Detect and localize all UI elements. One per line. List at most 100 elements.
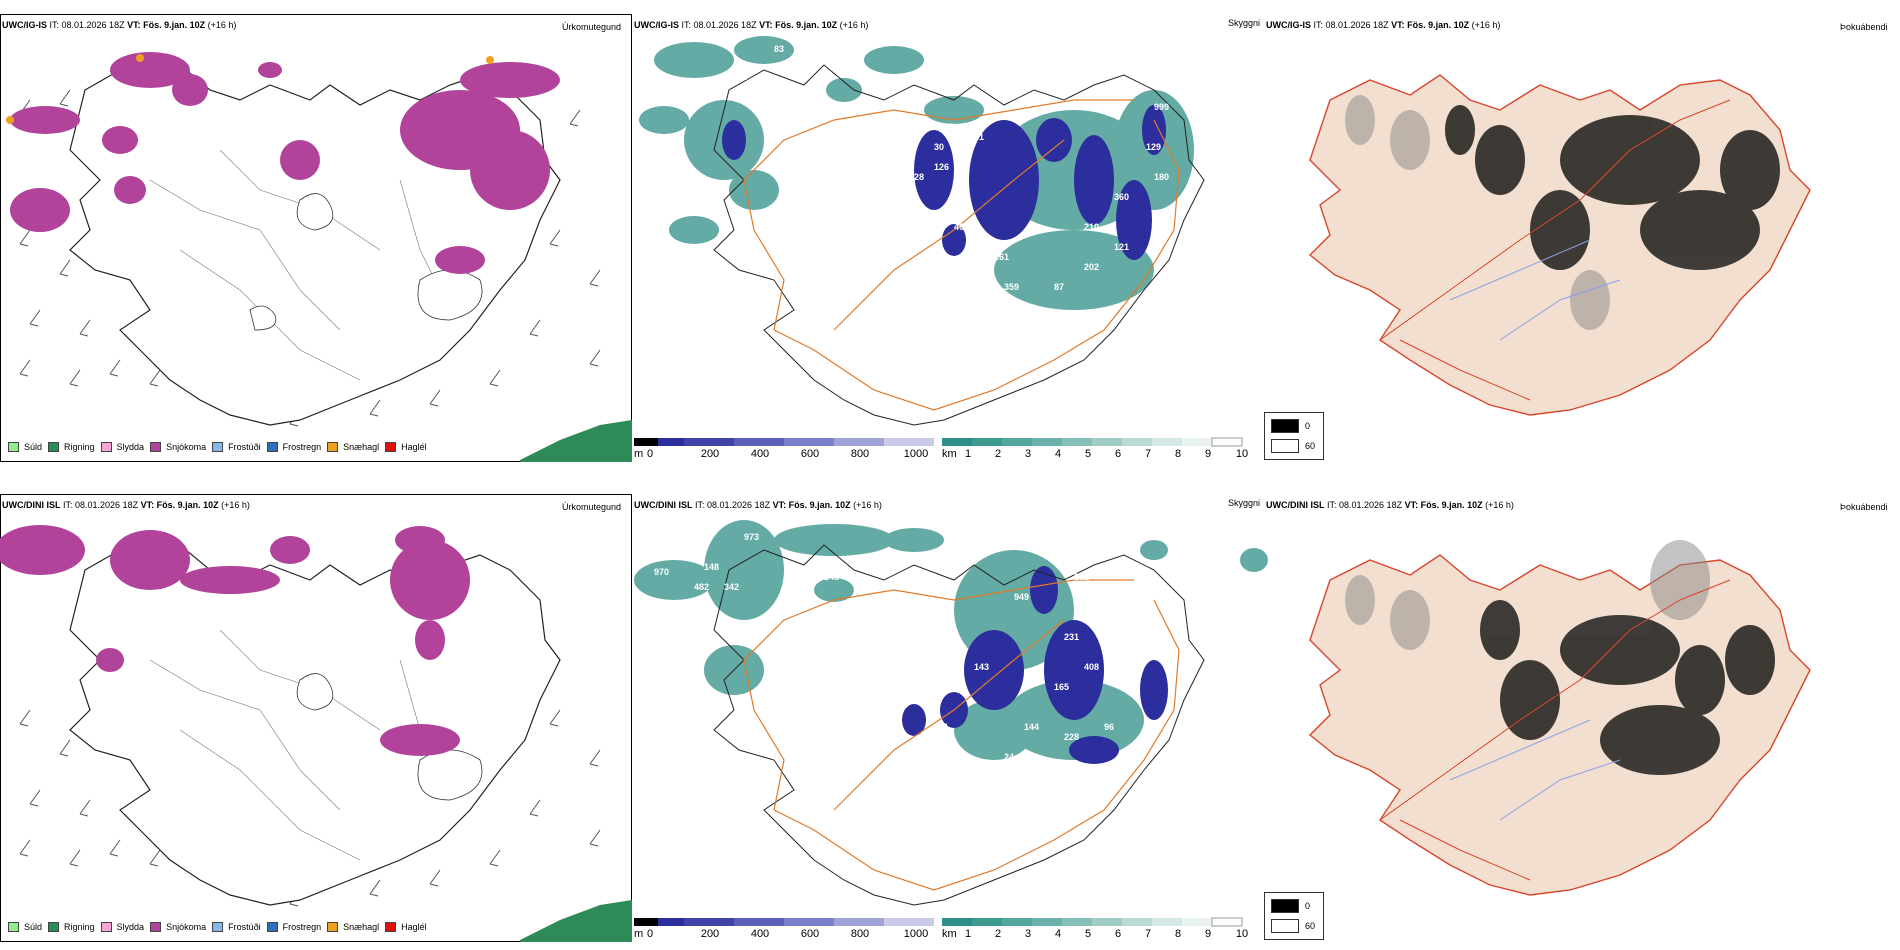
road-network <box>743 99 1180 411</box>
fog-panel-label: Þokuábendi <box>1840 22 1888 32</box>
precip-panel-row2 <box>0 494 632 942</box>
wind-barbs <box>19 89 601 427</box>
cloud-map-row2 <box>634 520 1268 906</box>
precip-map-row1 <box>6 52 632 462</box>
legend-swatch-suld <box>8 442 19 452</box>
precip-legend-row2: Súld Rigning Slydda Snjókoma Frostúði Fr… <box>2 922 427 932</box>
cloud-base-label: 187 <box>734 72 749 82</box>
scale-m-row1: m 0 200 400 600 800 1000 <box>634 438 934 462</box>
cloud-title-row1: UWC/IG-IS IT: 08.01.2026 18Z VT: Fös. 9.… <box>634 20 868 30</box>
precip-title-row1: UWC/IG-IS IT: 08.01.2026 18Z VT: Fös. 9.… <box>2 20 236 30</box>
init-time: IT: 08.01.2026 18Z <box>63 500 139 510</box>
snow-areas <box>10 52 560 274</box>
legend-swatch-snaehagl <box>327 442 339 452</box>
precip-panel-label: Úrkomutegund <box>562 22 622 32</box>
scale-tick: 0 <box>646 928 654 940</box>
init-time: IT: 08.01.2026 18Z <box>1327 500 1403 510</box>
legend-label: Haglél <box>401 442 427 452</box>
scale-tick: 6 <box>1114 448 1122 460</box>
legend-swatch-frostudi <box>212 922 224 932</box>
lead-time: (+16 h) <box>221 500 250 510</box>
legend-swatch-snjokoma <box>150 442 162 452</box>
cloud-base-label: 619 <box>1074 62 1089 72</box>
scale-tick: 2 <box>994 448 1002 460</box>
scale-tick: 3 <box>1024 928 1032 940</box>
legend-label: Snjókoma <box>166 922 207 932</box>
scale-unit: km <box>942 928 957 940</box>
legend-swatch-snjokoma <box>150 922 162 932</box>
cloud-base-label: 11 <box>894 152 904 162</box>
cloud-base-label: 161 <box>994 252 1009 262</box>
model-name: UWC/DINI ISL <box>2 500 61 510</box>
fog-key-top: 0 <box>1305 901 1311 911</box>
legend-label: Slydda <box>116 922 145 932</box>
scale-tick: 5 <box>1084 448 1092 460</box>
cloud-base-label: 281 <box>1074 572 1089 582</box>
legend-label: Snæhagl <box>343 442 380 452</box>
scale-tick: 200 <box>700 928 720 940</box>
legend-label: Rigning <box>64 442 95 452</box>
legend-label: Frostúði <box>228 922 261 932</box>
precip-title-row2: UWC/DINI ISL IT: 08.01.2026 18Z VT: Fös.… <box>2 500 250 510</box>
valid-time: VT: Fös. 9.jan. 10Z <box>140 500 219 510</box>
legend-swatch-haglel <box>385 442 397 452</box>
fog-title-row2: UWC/DINI ISL IT: 08.01.2026 18Z VT: Fös.… <box>1266 500 1514 510</box>
scale-tick: 800 <box>850 448 870 460</box>
cloud-base-label: 51 <box>974 132 984 142</box>
init-time: IT: 08.01.2026 18Z <box>681 20 757 30</box>
fog-key-row1: 0 60 <box>1264 412 1324 460</box>
legend-swatch-rigning <box>48 922 60 932</box>
cloud-base-label: 231 <box>1064 632 1079 642</box>
precip-legend-row1: Súld Rigning Slydda Snjókoma Frostúði Fr… <box>2 442 427 452</box>
cloud-base-label: 106 <box>954 182 969 192</box>
legend-label: Frostregn <box>282 922 322 932</box>
precip-panel-label: Úrkomutegund <box>562 502 622 512</box>
scale-unit: m <box>634 448 644 460</box>
scale-tick: 8 <box>1174 928 1182 940</box>
cloud-base-label: 970 <box>654 567 669 577</box>
scale-tick: 7 <box>1144 928 1152 940</box>
fog-map-row1 <box>1308 74 1811 416</box>
scale-km-row1: km 1 2 3 4 5 6 7 8 9 10 <box>942 437 1248 462</box>
cloud-base-label: 143 <box>974 662 989 672</box>
cloud-labels-row2: 885 973 970 148 482 342 362 248 949 281 705 231 408 1… <box>654 512 1114 762</box>
scale-tick: 1000 <box>903 928 929 940</box>
cloud-base-label: 126 <box>934 162 949 172</box>
init-time: IT: 08.01.2026 18Z <box>49 20 125 30</box>
cloud-title-row2: UWC/DINI ISL IT: 08.01.2026 18Z VT: Fös.… <box>634 500 882 510</box>
legend-swatch-slydda <box>100 922 112 932</box>
legend-label: Súld <box>24 922 43 932</box>
fog-key-black <box>1271 419 1299 433</box>
init-time: IT: 08.01.2026 18Z <box>695 500 771 510</box>
cloud-base-label: 210 <box>1084 222 1099 232</box>
scale-tick: 5 <box>1084 928 1092 940</box>
lead-time: (+16 h) <box>1485 500 1514 510</box>
precip-panel-row1 <box>0 14 632 462</box>
cloud-panel-label: Skyggni <box>1228 498 1261 508</box>
scale-tick: 4 <box>1054 448 1062 460</box>
cloud-panel-label: Skyggni <box>1228 18 1261 28</box>
fog-key-row2: 0 60 <box>1264 892 1324 940</box>
scale-tick: 1 <box>964 448 972 460</box>
cloud-base-label: 482 <box>694 582 709 592</box>
scale-m-row2: m 0 200 400 600 800 1000 <box>634 918 934 942</box>
valid-time: VT: Fös. 9.jan. 10Z <box>772 500 851 510</box>
scale-unit: km <box>942 448 957 460</box>
scale-tick: 400 <box>750 928 770 940</box>
fog-title-row1: UWC/IG-IS IT: 08.01.2026 18Z VT: Fös. 9.… <box>1266 20 1500 30</box>
cloud-base-label: 87 <box>1054 282 1064 292</box>
scale-tick: 10 <box>1235 928 1249 940</box>
cloud-base-label: 266 <box>944 682 959 692</box>
cloud-base-label: 165 <box>1054 682 1069 692</box>
scale-tick: 600 <box>800 448 820 460</box>
cloud-base-label: 248 <box>824 572 839 582</box>
cloud-base-label: 28 <box>914 172 924 182</box>
scale-tick: 1000 <box>903 448 929 460</box>
fog-key-white <box>1271 439 1299 453</box>
fog-key-bottom: 60 <box>1305 441 1316 451</box>
model-name: UWC/IG-IS <box>1266 20 1311 30</box>
lead-time: (+16 h) <box>853 500 882 510</box>
scale-tick: 10 <box>1235 448 1249 460</box>
cloud-base-label: 83 <box>774 44 784 54</box>
scale-tick: 400 <box>750 448 770 460</box>
